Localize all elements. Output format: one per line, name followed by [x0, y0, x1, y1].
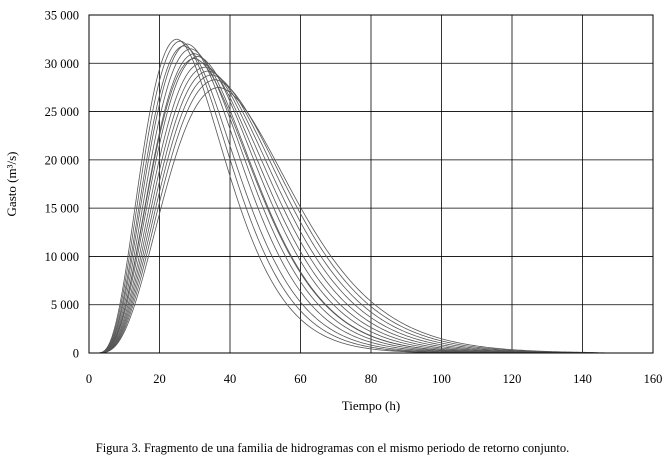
y-tick-label: 0	[73, 347, 79, 361]
y-tick-label: 5 000	[51, 298, 79, 312]
y-tick-label: 35 000	[45, 9, 79, 23]
hydrograph-line	[89, 43, 590, 354]
figure-caption: Figura 3. Fragmento de una familia de hi…	[95, 441, 570, 455]
x-tick-label: 40	[224, 372, 237, 386]
plot-frame	[88, 14, 654, 354]
y-tick-label: 10 000	[45, 250, 79, 264]
y-tick-label: 25 000	[45, 105, 79, 119]
x-tick-label: 120	[503, 372, 522, 386]
series-group	[89, 38, 615, 354]
hydrograph-line	[89, 79, 611, 354]
y-tick-labels: 0 5 000 10 000 15 000 20 000 25 000 30 000 35 0…	[45, 9, 79, 361]
x-tick-labels: 0 20 40 60 80 100 120 140 160	[86, 372, 663, 386]
x-tick-label: 100	[432, 372, 451, 386]
y-tick-label: 20 000	[45, 153, 79, 167]
hydrograph-chart: 0 20 40 60 80 100 120 140 160 0 5 000 10 000 15 000…	[4, 9, 663, 414]
x-tick-label: 160	[644, 372, 663, 386]
x-tick-label: 20	[153, 372, 166, 386]
hydrograph-line	[89, 74, 611, 354]
x-tick-label: 60	[294, 372, 307, 386]
hydrograph-line	[89, 70, 608, 354]
y-axis-label: Gasto (m³/s)	[4, 152, 19, 217]
x-tick-label: 80	[365, 372, 378, 386]
x-tick-label: 140	[573, 372, 592, 386]
x-axis-label: Tiempo (h)	[342, 398, 400, 413]
x-tick-label: 0	[86, 372, 92, 386]
hydrograph-line	[89, 40, 583, 354]
hydrograph-line	[89, 38, 583, 354]
hydrograph-line	[89, 58, 597, 354]
grid	[88, 14, 654, 354]
hydrograph-line	[89, 87, 615, 354]
hydrograph-line	[89, 45, 590, 354]
hydrograph-line	[89, 53, 597, 354]
hydrograph-line	[89, 48, 594, 354]
y-tick-label: 15 000	[45, 202, 79, 216]
y-tick-label: 30 000	[45, 57, 79, 71]
